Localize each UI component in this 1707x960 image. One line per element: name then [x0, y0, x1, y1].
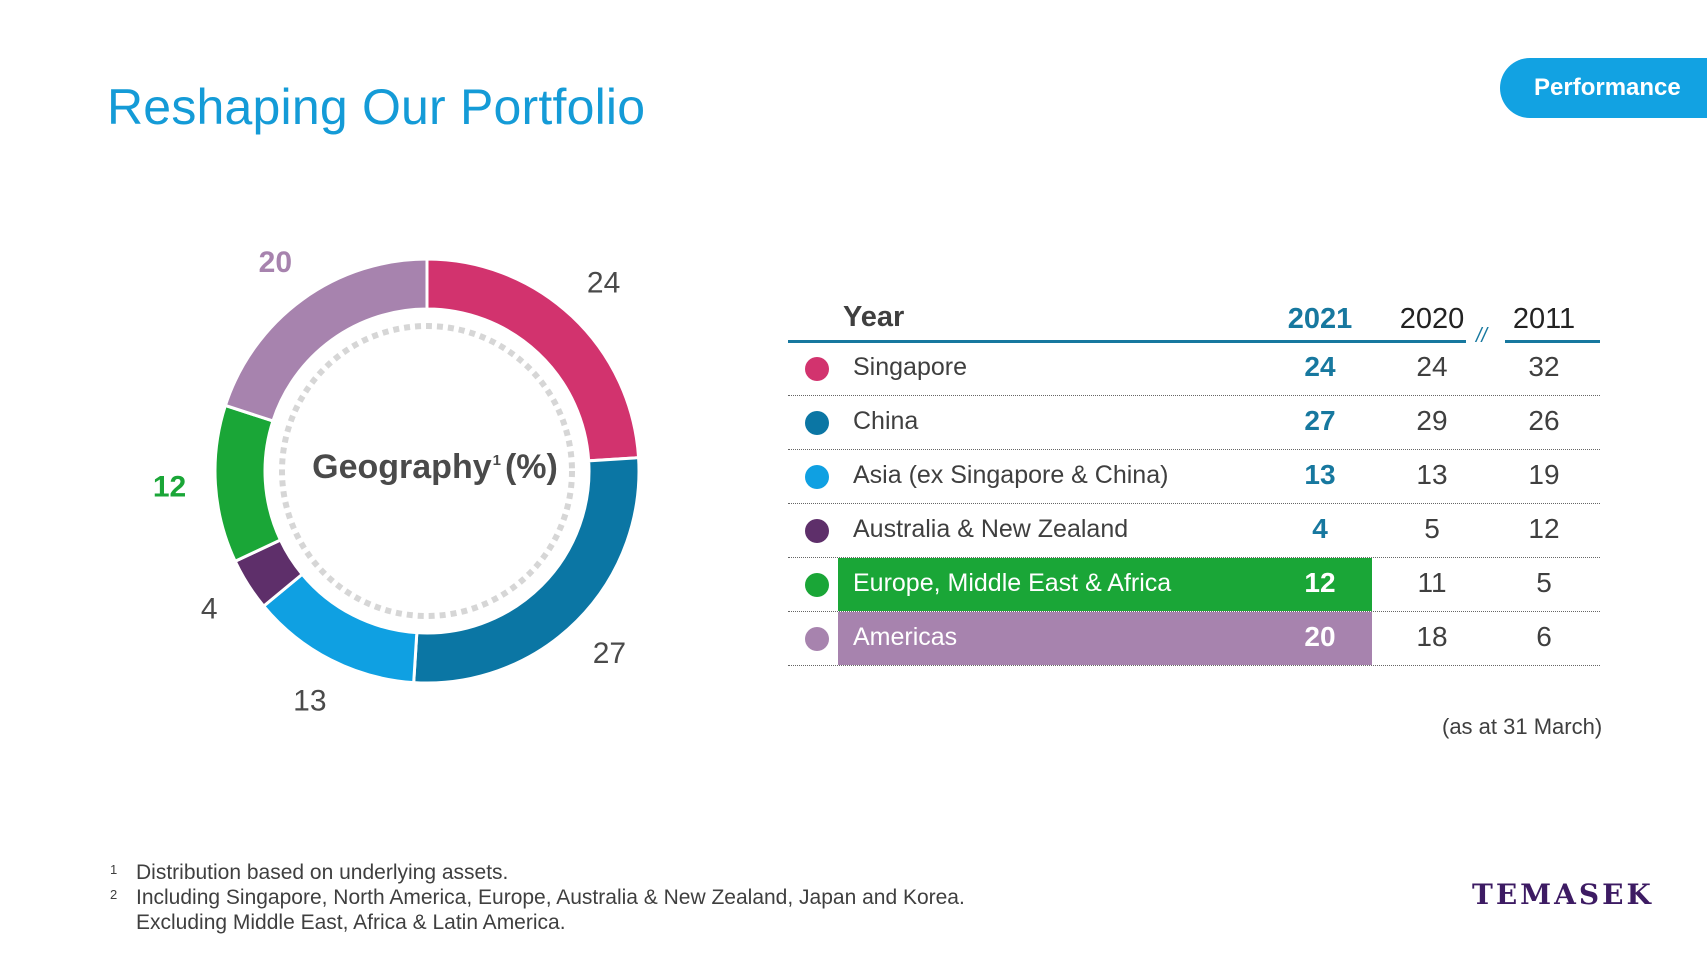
table-row: Americas 20 18 6 [788, 612, 1600, 666]
legend-swatch [805, 357, 829, 381]
footnote-2: 2 Including Singapore, North America, Eu… [110, 885, 965, 935]
table-row: Australia & New Zealand 4 5 12 [788, 504, 1600, 558]
header-rule [788, 340, 1466, 343]
value-2011: 26 [1528, 405, 1560, 436]
page-title: Reshaping Our Portfolio [107, 79, 646, 135]
legend-swatch [805, 411, 829, 435]
temasek-logo: TEMASEK [1472, 878, 1654, 911]
slice-value-label: 27 [593, 637, 626, 670]
table-note: (as at 31 March) [1442, 714, 1603, 739]
table-row: Europe, Middle East & Africa 12 11 5 [788, 558, 1600, 612]
value-2021: 24 [1304, 351, 1336, 382]
value-2020: 29 [1416, 405, 1448, 436]
footnote-marker: 1 [110, 862, 118, 877]
row-highlight [838, 558, 1372, 611]
legend-swatch [805, 519, 829, 543]
table-header: Year 2021 2020 2011 // [788, 295, 1600, 347]
chart-title-unit: (%) [504, 448, 558, 486]
year-2021-header: 2021 [1287, 303, 1353, 335]
row-highlight [838, 612, 1372, 665]
slice-value-label: 20 [259, 246, 292, 279]
chart-title-footnote-marker: 1 [492, 452, 501, 469]
inner-dotted-ring [279, 323, 575, 619]
value-2011: 32 [1528, 351, 1560, 382]
footnote-text: Including Singapore, North America, Euro… [136, 886, 965, 909]
chart-title-text: Geography [312, 448, 492, 486]
table-body: Singapore 24 24 32 China 27 29 26 Asia (ex Singa… [788, 342, 1600, 666]
section-tab-performance[interactable]: Performance [1500, 58, 1707, 118]
region-label: China [853, 407, 919, 435]
slice-value-label: 4 [201, 593, 218, 626]
donut-slice [223, 257, 429, 423]
value-2021: 27 [1304, 405, 1336, 436]
footnote-text: Distribution based on underlying assets. [136, 861, 509, 884]
legend-swatch [805, 465, 829, 489]
slice-value-label: 24 [587, 266, 620, 299]
chart-center-title: Geography1 (%) [280, 448, 590, 487]
value-2021: 12 [1304, 567, 1336, 598]
footnote-1: 1 Distribution based on underlying asset… [110, 860, 965, 885]
table-row: China 27 29 26 [788, 396, 1600, 450]
region-label: Americas [853, 623, 958, 651]
value-2020: 18 [1416, 621, 1448, 652]
year-2011-header: 2011 [1512, 303, 1576, 335]
value-2021: 13 [1304, 459, 1336, 490]
table-row: Asia (ex Singapore & China) 13 13 19 [788, 450, 1600, 504]
value-2020: 24 [1416, 351, 1448, 382]
geography-donut-chart: 24 27 13 4 12 20 [153, 246, 641, 717]
value-2011: 19 [1528, 459, 1560, 490]
legend-swatch [805, 627, 829, 651]
table-row: Singapore 24 24 32 [788, 342, 1600, 396]
donut-slice [261, 572, 419, 685]
value-2020: 11 [1417, 567, 1447, 598]
legend-swatch [805, 573, 829, 597]
value-2020: 13 [1416, 459, 1448, 490]
geography-table: Year 2021 2020 2011 // Singapore 24 24 32 Ch… [788, 295, 1600, 666]
year-column-label: Year [843, 301, 905, 333]
value-2011: 6 [1536, 621, 1552, 652]
region-label: Singapore [853, 353, 967, 381]
axis-break-marker: // [1476, 325, 1488, 347]
region-label: Australia & New Zealand [853, 515, 1129, 543]
slice-value-label: 13 [293, 684, 326, 717]
value-2020: 5 [1424, 513, 1440, 544]
footnote-marker: 2 [110, 887, 118, 902]
footnote-text: Excluding Middle East, Africa & Latin Am… [136, 911, 566, 934]
donut-slice [213, 403, 283, 564]
slice-value-label: 12 [153, 471, 186, 504]
value-2021: 4 [1312, 513, 1328, 544]
region-label: Europe, Middle East & Africa [853, 569, 1172, 597]
year-2020-header: 2020 [1399, 303, 1465, 335]
value-2011: 5 [1536, 567, 1552, 598]
region-label: Asia (ex Singapore & China) [853, 461, 1169, 489]
header-rule [1505, 340, 1600, 343]
value-2021: 20 [1304, 621, 1336, 652]
footnotes: 1 Distribution based on underlying asset… [110, 860, 965, 935]
value-2011: 12 [1528, 513, 1560, 544]
